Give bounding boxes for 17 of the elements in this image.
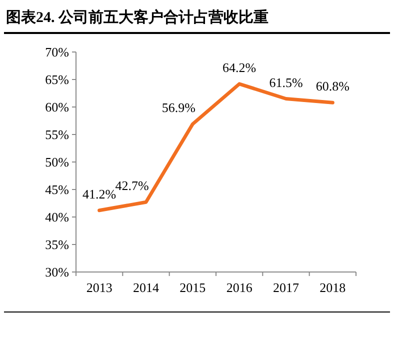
x-tick-label: 2014 (133, 280, 160, 295)
y-tick-label: 55% (45, 127, 70, 142)
y-tick-label: 30% (45, 264, 70, 280)
y-tick-label: 60% (45, 100, 70, 114)
series: 41.2%42.7% 56.9% 64.2% 61.5% 60.8% (82, 60, 350, 212)
x-tick-label: 2018 (320, 280, 346, 295)
y-tick-label: 40% (45, 210, 70, 224)
x-tick-label: 2017 (273, 280, 300, 295)
x-tick-label: 2015 (180, 280, 206, 295)
y-tick-label: 50% (45, 154, 70, 170)
x-tick-label: 2016 (226, 280, 253, 295)
y-tick-label: 65% (45, 72, 70, 87)
y-tick-label: 35% (45, 237, 70, 252)
x-tick-label: 2013 (86, 280, 112, 295)
y-tick-label: 45% (45, 182, 70, 197)
title: 图表24. 公司前五大客户合计占营收比重 (6, 10, 268, 26)
y-tick-label: 70% (45, 44, 70, 60)
